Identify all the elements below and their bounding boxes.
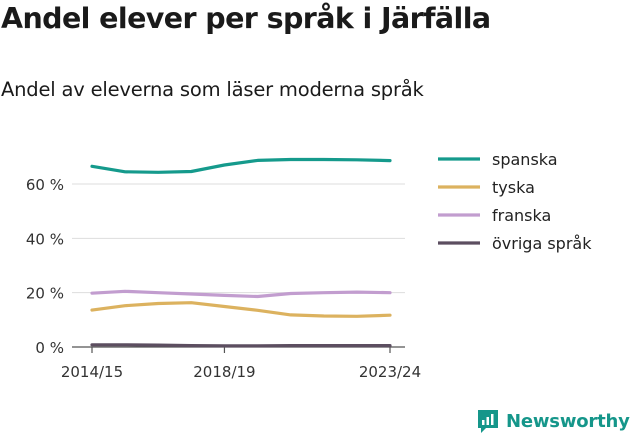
series-line-spanska: [90, 157, 392, 174]
legend: spanska tyska franska övriga språk: [438, 150, 592, 253]
series-line-tyska: [90, 301, 392, 318]
legend-label: övriga språk: [492, 234, 592, 253]
series-line-övriga-språk: [90, 343, 392, 348]
brand-name: Newsworthy: [506, 410, 630, 432]
series-line-franska: [90, 289, 392, 299]
chart-title: Andel elever per språk i Järfälla: [1, 2, 491, 35]
series-lines: [90, 157, 392, 348]
y-tick-label: 0 %: [35, 339, 64, 357]
x-tick-label: 2018/19: [193, 363, 255, 381]
newsworthy-icon: [478, 410, 498, 433]
grid-lines: [72, 183, 405, 348]
x-tick-label: 2014/15: [61, 363, 123, 381]
line-chart: 0 % 20 % 40 % 60 % 2014/15 2018/19 2023/24 sp…: [26, 150, 592, 381]
y-tick-label: 40 %: [26, 230, 64, 248]
newsworthy-logo: Newsworthy: [476, 408, 630, 434]
y-axis: 0 % 20 % 40 % 60 %: [26, 176, 64, 357]
chart-subtitle: Andel av eleverna som läser moderna språ…: [1, 78, 424, 101]
y-tick-label: 60 %: [26, 176, 64, 194]
x-axis: 2014/15 2018/19 2023/24: [61, 347, 421, 381]
legend-label: franska: [492, 206, 551, 225]
y-tick-label: 20 %: [26, 285, 64, 303]
legend-label: spanska: [492, 150, 558, 169]
legend-label: tyska: [492, 178, 535, 197]
x-tick-label: 2023/24: [359, 363, 421, 381]
